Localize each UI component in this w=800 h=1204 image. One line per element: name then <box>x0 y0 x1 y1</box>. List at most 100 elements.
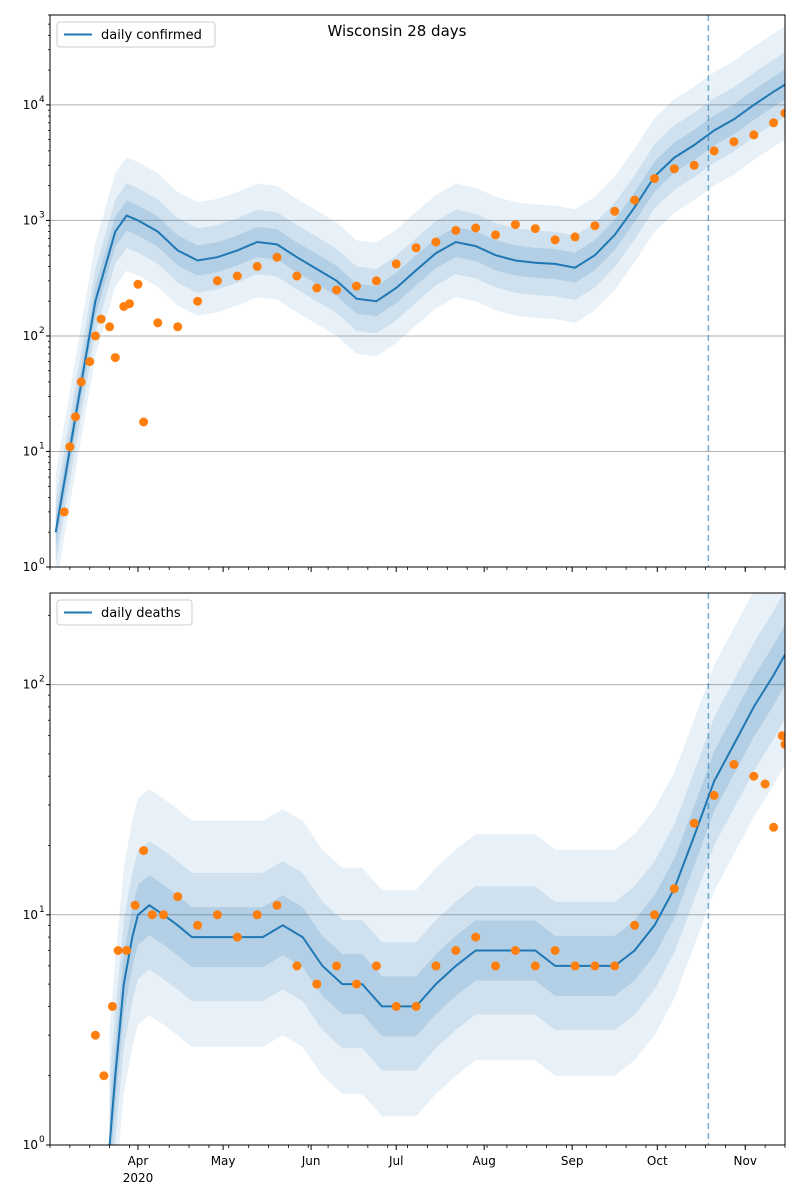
data-point <box>749 130 759 140</box>
series-line <box>108 654 785 1145</box>
y-tick-label: 10 <box>23 908 38 922</box>
data-point <box>212 276 222 286</box>
data-point <box>173 322 183 332</box>
uncertainty-band <box>55 69 785 548</box>
chart-title: Wisconsin 28 days <box>328 22 467 40</box>
data-point <box>669 164 679 174</box>
data-point <box>709 790 719 800</box>
plot-area <box>90 593 785 1145</box>
y-tick-label: 10 <box>23 444 38 458</box>
axes-frame <box>49 14 786 568</box>
data-point <box>780 108 785 118</box>
data-point <box>139 846 149 856</box>
y-tick-exponent: 2 <box>39 326 45 336</box>
data-point <box>391 259 401 269</box>
data-point <box>252 910 262 920</box>
y-tick-label: 10 <box>23 1138 38 1152</box>
data-point <box>510 946 520 955</box>
x-tick-label: Jul <box>388 1154 403 1168</box>
data-point <box>590 221 600 231</box>
data-point <box>689 160 699 170</box>
data-point <box>760 779 770 789</box>
y-tick-exponent: 0 <box>39 1135 45 1145</box>
x-tick-label: Sep <box>561 1154 584 1168</box>
data-point <box>590 961 600 971</box>
data-point <box>130 900 140 910</box>
y-tick-label: 10 <box>23 98 38 112</box>
data-point <box>352 281 361 291</box>
data-point <box>212 910 222 920</box>
data-point <box>65 442 75 452</box>
data-point <box>610 206 620 216</box>
data-point <box>689 818 699 828</box>
data-point <box>709 146 719 156</box>
data-point <box>352 979 361 989</box>
data-point <box>96 314 106 324</box>
data-point <box>232 271 242 281</box>
data-point <box>491 230 500 240</box>
x-tick-label: May <box>211 1154 236 1168</box>
data-point <box>451 946 461 955</box>
data-point <box>232 932 242 942</box>
plot-area <box>54 26 785 567</box>
x-tick-label: Nov <box>734 1154 757 1168</box>
data-point <box>332 961 342 971</box>
data-point <box>570 232 580 242</box>
data-point <box>371 961 381 971</box>
data-point <box>105 322 115 332</box>
data-point <box>610 961 620 971</box>
data-point <box>332 285 342 295</box>
data-point <box>431 961 441 971</box>
data-point <box>471 932 481 942</box>
data-point <box>153 318 163 328</box>
data-point <box>90 331 100 341</box>
data-point <box>431 237 441 247</box>
data-point <box>133 279 143 289</box>
data-point <box>780 739 785 749</box>
data-point <box>159 910 168 920</box>
data-point <box>630 920 640 930</box>
data-point <box>76 377 86 387</box>
legend-box <box>56 599 193 626</box>
data-point <box>777 731 785 741</box>
data-point <box>85 357 95 367</box>
data-point <box>451 225 461 235</box>
legend-label: daily deaths <box>101 606 181 621</box>
data-point <box>630 195 640 205</box>
data-point <box>769 822 779 832</box>
axes-frame <box>49 592 786 1146</box>
data-point <box>749 771 759 781</box>
data-point <box>650 910 659 920</box>
y-tick-exponent: 1 <box>39 441 45 451</box>
data-point <box>110 353 120 363</box>
legend-box <box>56 21 216 48</box>
data-point <box>530 961 540 971</box>
data-point <box>491 961 500 971</box>
data-point <box>292 271 302 281</box>
y-tick-exponent: 3 <box>39 210 45 220</box>
data-point <box>147 910 157 920</box>
legend: daily confirmed <box>56 21 216 48</box>
data-point <box>113 946 123 955</box>
data-point <box>550 235 560 245</box>
data-point <box>173 892 183 902</box>
data-point <box>59 507 69 517</box>
data-point <box>729 137 739 147</box>
data-point <box>411 243 421 253</box>
data-point <box>312 283 322 293</box>
data-point <box>391 1001 401 1011</box>
data-point <box>769 118 779 128</box>
data-point <box>669 884 679 894</box>
uncertainty-band <box>55 52 785 565</box>
data-point <box>510 220 520 230</box>
data-point <box>729 759 739 769</box>
data-point <box>139 417 149 427</box>
data-point <box>312 979 322 989</box>
legend: daily deaths <box>56 599 193 626</box>
y-tick-exponent: 2 <box>39 675 45 685</box>
x-tick-label: Jun <box>301 1154 321 1168</box>
